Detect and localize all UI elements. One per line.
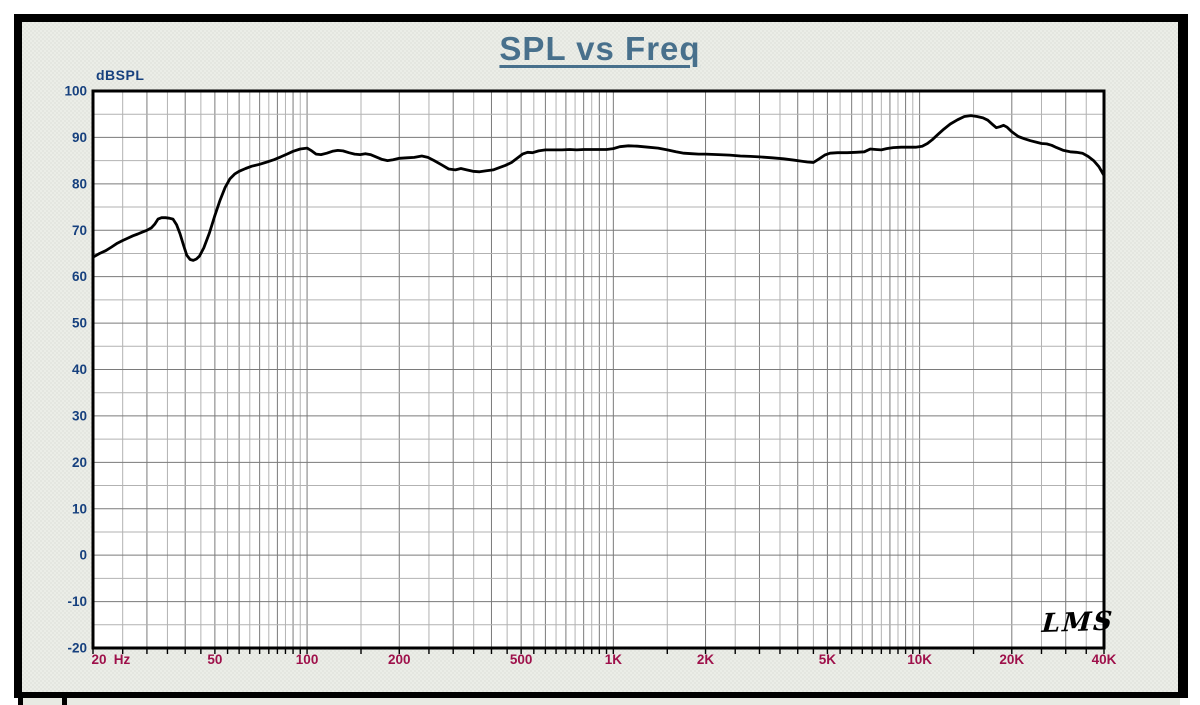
x-axis-unit-label: Hz [114,652,131,667]
y-tick-label: -10 [67,594,87,609]
bottom-panel-left-edge [18,698,23,705]
y-tick-label: 90 [72,130,87,145]
x-tick-label: 500 [510,652,533,667]
y-tick-label: 60 [72,269,87,284]
y-tick-label: 100 [64,84,87,99]
lms-logo: LMS [1040,606,1116,640]
x-tick-label: 200 [388,652,411,667]
x-tick-label: 50 [207,652,222,667]
x-tick-label: 1K [605,652,623,667]
y-axis-tick-labels: -20 -10 0 10 20 30 40 50 60 70 80 90 100 [64,84,87,656]
y-tick-label: 30 [72,408,87,423]
x-tick-label: 10K [907,652,932,667]
x-tick-label: 5K [819,652,837,667]
grid-minor-y [93,113,1104,626]
bottom-panel-divider [62,698,67,705]
plot-border [91,89,1106,650]
y-tick-label: -20 [67,641,87,656]
y-tick-label: 20 [72,455,87,470]
y-tick-label: 10 [72,501,87,516]
x-axis-ticks [92,649,1105,654]
chart-title: SPL vs Freq [499,30,701,67]
y-tick-label: 50 [72,316,87,331]
y-tick-label: 70 [72,223,87,238]
x-tick-label: 40K [1092,652,1117,667]
x-tick-label: 20 [91,652,106,667]
y-tick-label: 0 [79,548,87,563]
y-tick-label: 80 [72,176,87,191]
x-tick-label: 100 [296,652,319,667]
spl-curve [91,114,1106,262]
y-axis-unit-label: dBSPL [96,67,145,83]
bottom-panel-edge [22,698,1180,705]
x-axis-tick-labels: 20 50 100 200 500 1K 2K 5K 10K 20K 40K [91,652,1116,667]
x-tick-label: 20K [999,652,1024,667]
x-tick-label: 2K [697,652,715,667]
y-tick-label: 40 [72,362,87,377]
